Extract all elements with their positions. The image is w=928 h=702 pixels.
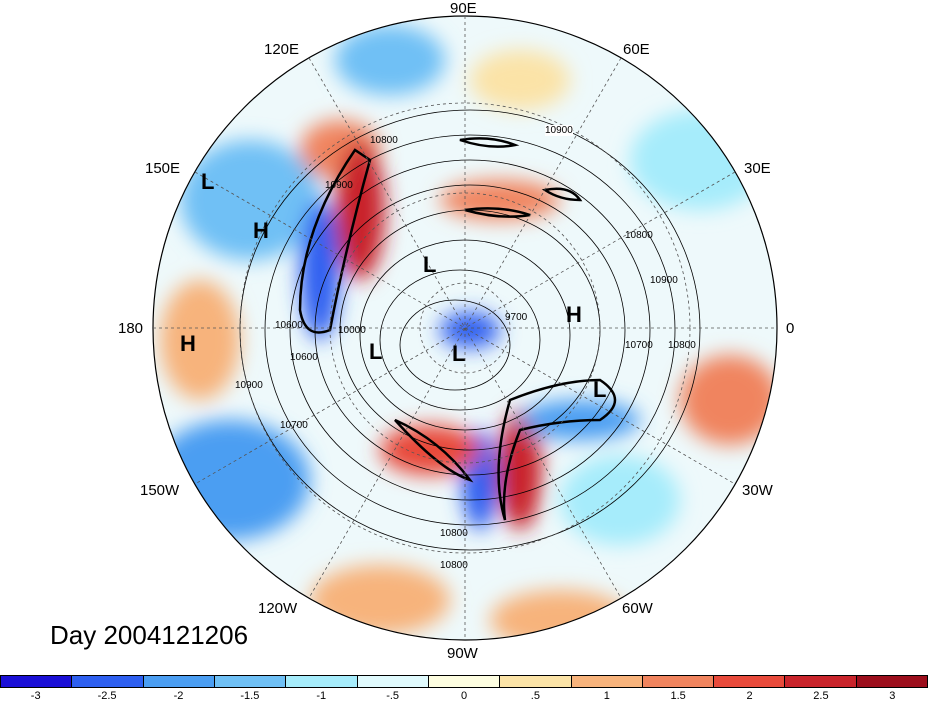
contour-label: 10700 bbox=[625, 340, 653, 351]
contour-label: 9700 bbox=[505, 312, 528, 323]
contour-label: 10800 bbox=[440, 560, 468, 571]
lon-label-120e: 120E bbox=[264, 41, 300, 58]
pressure-center-low: L bbox=[423, 252, 437, 277]
colorbar-segment bbox=[642, 676, 715, 687]
pressure-center-high: H bbox=[566, 302, 582, 327]
pressure-center-low: L bbox=[201, 169, 215, 194]
lon-label-0: 0 bbox=[786, 320, 795, 337]
colorbar-tick-label: 1.5 bbox=[670, 690, 686, 702]
colorbar-segment bbox=[714, 676, 786, 687]
pressure-center-high: H bbox=[180, 331, 196, 356]
lon-label-150w: 150W bbox=[140, 482, 180, 499]
contour-label: 10800 bbox=[625, 230, 653, 241]
colorbar-segment bbox=[357, 676, 429, 687]
lon-label-60e: 60E bbox=[623, 41, 650, 58]
lon-label-30w: 30W bbox=[742, 482, 773, 499]
colorbar-tick-label: 0 bbox=[460, 690, 468, 702]
colorbar-segment bbox=[785, 676, 857, 687]
colorbar-tick-label: -1 bbox=[316, 690, 327, 702]
pressure-center-low: L bbox=[452, 341, 466, 366]
colorbar-segment bbox=[571, 676, 643, 687]
colorbar-segment bbox=[428, 676, 501, 687]
colorbar-tick-label: -1.5 bbox=[240, 690, 260, 702]
contour-label: 10900 bbox=[325, 180, 353, 191]
lon-label-120w: 120W bbox=[258, 600, 298, 617]
colorbar bbox=[0, 675, 928, 688]
pressure-center-high: H bbox=[253, 218, 269, 243]
colorbar-tick-label: 2 bbox=[746, 690, 753, 702]
contour-label: 10600 bbox=[290, 352, 318, 363]
lon-label-60w: 60W bbox=[622, 600, 653, 617]
contour-label: 10600 bbox=[275, 320, 303, 331]
colorbar-tick-label: -2.5 bbox=[97, 690, 117, 702]
colorbar-tick-label: 3 bbox=[889, 690, 896, 702]
lon-label-90e: 90E bbox=[450, 0, 477, 17]
colorbar-tick-label: 1 bbox=[603, 690, 610, 702]
day-title: Day 2004121206 bbox=[50, 620, 249, 650]
colorbar-tick-label: 2.5 bbox=[813, 690, 829, 702]
colorbar-segment bbox=[1, 676, 73, 687]
contour-label: 10900 bbox=[650, 275, 678, 286]
contour-label: 10800 bbox=[668, 340, 696, 351]
pressure-center-low: L bbox=[369, 339, 383, 364]
lon-label-30e: 30E bbox=[744, 160, 771, 177]
contour-label: 10700 bbox=[280, 420, 308, 431]
colorbar-segment bbox=[500, 676, 572, 687]
colorbar-segment bbox=[286, 676, 358, 687]
contour-label: 10800 bbox=[370, 135, 398, 146]
contour-label: 10800 bbox=[440, 528, 468, 539]
contour-label: 10900 bbox=[545, 125, 573, 136]
colorbar-tick-label: -2 bbox=[173, 690, 184, 702]
colorbar-segment bbox=[72, 676, 144, 687]
contour-label: 10900 bbox=[235, 380, 263, 391]
anomaly-field bbox=[153, 16, 777, 640]
colorbar-segment bbox=[856, 676, 928, 687]
colorbar-segment bbox=[143, 676, 215, 687]
contour-label: 10000 bbox=[338, 325, 366, 336]
colorbar-tick-label: -.5 bbox=[386, 690, 400, 702]
colorbar-segment bbox=[214, 676, 287, 687]
colorbar-tick-label: -3 bbox=[30, 690, 41, 702]
lon-label-90w: 90W bbox=[447, 645, 478, 662]
lon-label-180: 180 bbox=[118, 320, 144, 337]
lon-label-150e: 150E bbox=[145, 160, 181, 177]
colorbar-tick-label: .5 bbox=[530, 690, 540, 702]
pressure-center-low: L bbox=[593, 377, 607, 402]
